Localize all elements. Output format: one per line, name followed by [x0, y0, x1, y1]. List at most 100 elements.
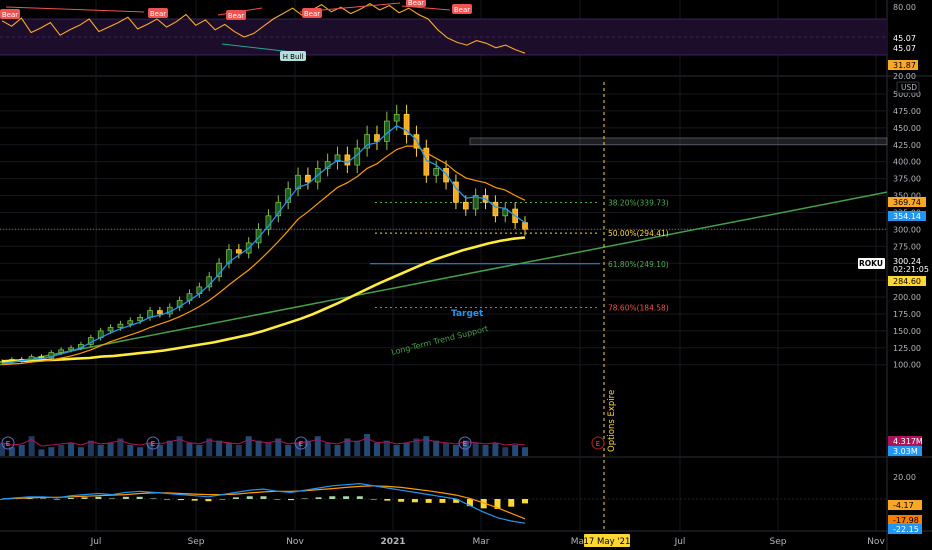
macd-histogram-bar[interactable]: [122, 496, 129, 499]
macd-histogram-bar[interactable]: [453, 499, 460, 503]
macd-histogram-bar[interactable]: [205, 499, 212, 502]
volume-bar[interactable]: [492, 442, 499, 456]
macd-histogram-bar[interactable]: [232, 497, 239, 499]
rsi-panel[interactable]: Bear Bear Bear Bear Bear Bear H Bull: [0, 0, 887, 61]
candle[interactable]: [58, 349, 65, 353]
price-panel[interactable]: 38.20%(339.73) 50.00%(294.41) 61.80%(249.1…: [0, 82, 888, 531]
volume-bar[interactable]: [344, 438, 351, 456]
macd-histogram-bar[interactable]: [522, 499, 528, 504]
macd-histogram-bar[interactable]: [480, 499, 487, 509]
candle[interactable]: [443, 168, 449, 183]
volume-bar[interactable]: [68, 442, 75, 456]
macd-histogram-bar[interactable]: [466, 499, 473, 507]
macd-histogram-bar[interactable]: [177, 499, 184, 501]
volume-bar[interactable]: [28, 436, 35, 456]
volume-bar[interactable]: [433, 440, 440, 456]
candle[interactable]: [472, 195, 479, 210]
volume-bar[interactable]: [413, 438, 420, 456]
macd-histogram-bar[interactable]: [109, 498, 116, 500]
candle[interactable]: [334, 154, 341, 163]
macd-histogram-bar[interactable]: [370, 499, 377, 500]
volume-bar[interactable]: [245, 436, 252, 456]
candle[interactable]: [68, 347, 74, 351]
candle[interactable]: [492, 201, 499, 217]
candle[interactable]: [305, 174, 311, 183]
macd-signal-line[interactable]: [1, 485, 526, 520]
macd-histogram-bar[interactable]: [219, 499, 226, 500]
macd-histogram-bar[interactable]: [40, 498, 47, 500]
volume-bar[interactable]: [502, 447, 509, 456]
volume-bar[interactable]: [156, 445, 163, 456]
volume-bar[interactable]: [176, 436, 183, 456]
volume-bar[interactable]: [403, 442, 410, 456]
macd-histogram-bar[interactable]: [150, 498, 157, 500]
volume-bar[interactable]: [275, 438, 282, 456]
volume-bar[interactable]: [314, 436, 321, 456]
volume-bar[interactable]: [462, 440, 469, 456]
volume-bar[interactable]: [0, 442, 5, 456]
macd-histogram-bar[interactable]: [425, 499, 432, 503]
volume-bar[interactable]: [137, 447, 144, 456]
macd-histogram-bar[interactable]: [288, 499, 295, 501]
volume-bar[interactable]: [295, 442, 302, 456]
macd-line[interactable]: [1, 482, 526, 524]
volume-bar[interactable]: [393, 445, 400, 456]
volume-bar[interactable]: [373, 442, 380, 456]
macd-histogram-bar[interactable]: [246, 496, 253, 499]
volume-bar[interactable]: [8, 447, 15, 456]
candle[interactable]: [295, 174, 301, 190]
macd-histogram-bar[interactable]: [81, 497, 88, 499]
volume-bar[interactable]: [522, 447, 528, 456]
volume-bar[interactable]: [285, 445, 292, 456]
volume-bar[interactable]: [48, 447, 55, 456]
candle[interactable]: [393, 113, 400, 122]
candle[interactable]: [403, 113, 410, 135]
macd-histogram-bar[interactable]: [398, 499, 405, 502]
macd-panel[interactable]: [0, 482, 887, 524]
volume-bar[interactable]: [107, 442, 114, 456]
volume-bar[interactable]: [58, 445, 65, 456]
macd-histogram-bar[interactable]: [191, 499, 198, 501]
rsi-line[interactable]: [1, 3, 526, 54]
volume-bar[interactable]: [452, 445, 459, 456]
candle[interactable]: [344, 154, 351, 166]
macd-histogram-bar[interactable]: [343, 496, 350, 499]
candle[interactable]: [364, 134, 370, 149]
volume-bar[interactable]: [304, 440, 311, 456]
macd-histogram-bar[interactable]: [508, 499, 515, 507]
macd-histogram-bar[interactable]: [356, 496, 363, 499]
volume-bar[interactable]: [482, 445, 489, 456]
earnings-marker[interactable]: [591, 436, 605, 450]
volume-bar[interactable]: [77, 447, 84, 456]
macd-histogram-bar[interactable]: [329, 496, 336, 499]
macd-histogram-bar[interactable]: [411, 499, 418, 503]
volume-bar[interactable]: [216, 440, 223, 456]
volume-bar[interactable]: [324, 442, 331, 456]
volume-bar[interactable]: [166, 440, 173, 456]
macd-histogram-bar[interactable]: [384, 499, 391, 501]
candle[interactable]: [137, 316, 144, 322]
volume-bar[interactable]: [383, 440, 390, 456]
volume-bar[interactable]: [206, 438, 213, 456]
volume-bar[interactable]: [235, 445, 242, 456]
candle[interactable]: [374, 134, 380, 142]
volume-bar[interactable]: [97, 445, 104, 456]
macd-histogram-bar[interactable]: [494, 499, 501, 509]
candle[interactable]: [453, 181, 459, 203]
earnings-marker[interactable]: [1, 436, 15, 450]
volume-bar[interactable]: [255, 440, 262, 456]
ma-slow-line[interactable]: [1, 236, 526, 363]
volume-bar[interactable]: [472, 442, 479, 456]
macd-histogram-bar[interactable]: [260, 496, 267, 499]
earnings-marker[interactable]: [146, 436, 160, 450]
volume-bar[interactable]: [443, 442, 450, 456]
volume-bar[interactable]: [18, 445, 25, 456]
volume-bar[interactable]: [186, 442, 193, 456]
candle[interactable]: [462, 201, 469, 210]
volume-bar[interactable]: [334, 445, 341, 456]
candle[interactable]: [127, 320, 134, 325]
volume-bar[interactable]: [196, 445, 203, 456]
volume-bar[interactable]: [117, 438, 124, 456]
macd-histogram-bar[interactable]: [136, 496, 143, 499]
